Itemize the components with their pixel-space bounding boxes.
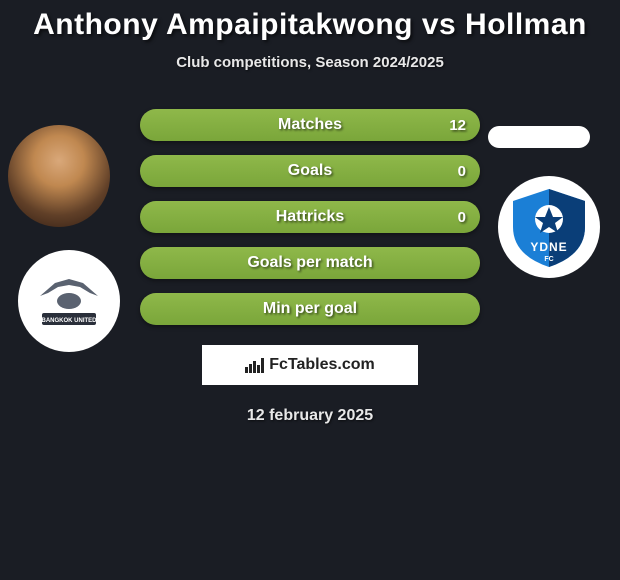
- comparison-title: Anthony Ampaipitakwong vs Hollman: [0, 8, 620, 42]
- stat-bar-label: Hattricks: [140, 208, 480, 226]
- stat-bar-matches: Matches 12: [140, 109, 480, 141]
- svg-text:FC: FC: [544, 256, 553, 263]
- stat-bar-goals-per-match: Goals per match: [140, 247, 480, 279]
- stat-bar-value-right: 0: [458, 163, 466, 180]
- stat-bar-value-right: 12: [449, 117, 466, 134]
- stat-bar-label: Min per goal: [140, 300, 480, 318]
- brand-attribution: FcTables.com: [202, 345, 418, 385]
- stat-bar-value-right: 0: [458, 209, 466, 226]
- stat-bar-hattricks: Hattricks 0: [140, 201, 480, 233]
- club-badge-left: BANGKOK UNITED: [18, 250, 120, 352]
- stat-bar-label: Matches: [140, 116, 480, 134]
- comparison-subtitle: Club competitions, Season 2024/2025: [0, 54, 620, 71]
- svg-text:BANGKOK UNITED: BANGKOK UNITED: [42, 318, 98, 324]
- comparison-date: 12 february 2025: [0, 407, 620, 425]
- stat-bar-min-per-goal: Min per goal: [140, 293, 480, 325]
- player-avatar-right: [488, 126, 590, 148]
- bar-chart-icon: [245, 357, 265, 373]
- svg-text:YDNE: YDNE: [530, 240, 567, 254]
- stat-bars: Matches 12 Goals 0 Hattricks 0 Goals per…: [140, 109, 480, 325]
- stat-bar-label: Goals: [140, 162, 480, 180]
- club-crest-left-icon: BANGKOK UNITED: [30, 271, 108, 331]
- club-badge-right: YDNE FC: [498, 176, 600, 278]
- stat-bar-goals: Goals 0: [140, 155, 480, 187]
- brand-text: FcTables.com: [269, 356, 375, 374]
- player-avatar-left: [8, 125, 110, 227]
- stat-bar-label: Goals per match: [140, 254, 480, 272]
- club-crest-right-icon: YDNE FC: [505, 183, 593, 271]
